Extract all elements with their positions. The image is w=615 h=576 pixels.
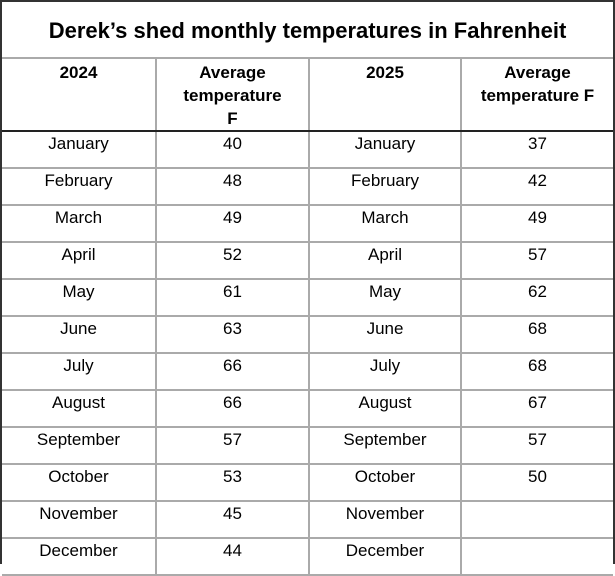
header-row: 2024 Average temperature F 2025 Average … xyxy=(2,59,613,132)
month-2024: December xyxy=(2,538,157,576)
temp-2025: 42 xyxy=(460,168,613,206)
temp-2024: 63 xyxy=(155,316,310,354)
month-2024: January xyxy=(2,131,157,169)
month-2025: July xyxy=(308,353,462,391)
table-row: December 44 December xyxy=(2,538,613,576)
month-2025: May xyxy=(308,279,462,317)
temp-2025: 67 xyxy=(460,390,613,428)
month-2025: November xyxy=(308,501,462,539)
table-row: April 52 April 57 xyxy=(2,242,613,280)
month-2025: August xyxy=(308,390,462,428)
temp-2024: 57 xyxy=(155,427,310,465)
temp-2025: 49 xyxy=(460,205,613,243)
table-row: January 40 January 37 xyxy=(2,131,613,169)
temp-2025: 57 xyxy=(460,427,613,465)
header-avg-2025: Average temperature F xyxy=(460,59,613,132)
temp-2024: 49 xyxy=(155,205,310,243)
table-row: July 66 July 68 xyxy=(2,353,613,391)
table-row: February 48 February 42 xyxy=(2,168,613,206)
temp-2025: 68 xyxy=(460,353,613,391)
month-2024: February xyxy=(2,168,157,206)
header-avg-2025-label: Average temperature F xyxy=(480,63,595,105)
temp-2025 xyxy=(460,538,613,576)
temp-2025: 62 xyxy=(460,279,613,317)
table-title: Derek’s shed monthly temperatures in Fah… xyxy=(2,2,613,59)
temp-2025: 37 xyxy=(460,131,613,169)
table-row: November 45 November xyxy=(2,501,613,539)
month-2024: July xyxy=(2,353,157,391)
month-2025: April xyxy=(308,242,462,280)
month-2024: August xyxy=(2,390,157,428)
temp-2024: 61 xyxy=(155,279,310,317)
table-row: June 63 June 68 xyxy=(2,316,613,354)
month-2024: September xyxy=(2,427,157,465)
month-2025: December xyxy=(308,538,462,576)
temp-2024: 66 xyxy=(155,353,310,391)
month-2024: April xyxy=(2,242,157,280)
month-2025: June xyxy=(308,316,462,354)
month-2025: March xyxy=(308,205,462,243)
temp-2025: 68 xyxy=(460,316,613,354)
header-2025: 2025 xyxy=(308,59,462,132)
table-row: May 61 May 62 xyxy=(2,279,613,317)
temp-2024: 53 xyxy=(155,464,310,502)
temp-2024: 40 xyxy=(155,131,310,169)
temp-2024: 48 xyxy=(155,168,310,206)
month-2024: November xyxy=(2,501,157,539)
temp-2024: 52 xyxy=(155,242,310,280)
month-2025: October xyxy=(308,464,462,502)
month-2024: October xyxy=(2,464,157,502)
header-avg-2024-label: Average temperature F xyxy=(183,63,282,128)
month-2024: March xyxy=(2,205,157,243)
temp-2024: 66 xyxy=(155,390,310,428)
temp-2024: 44 xyxy=(155,538,310,576)
header-avg-2024: Average temperature F xyxy=(155,59,310,132)
month-2025: January xyxy=(308,131,462,169)
month-2025: September xyxy=(308,427,462,465)
temp-2025 xyxy=(460,501,613,539)
table-row: August 66 August 67 xyxy=(2,390,613,428)
temperature-table: 2024 Average temperature F 2025 Average … xyxy=(2,59,613,576)
table-row: March 49 March 49 xyxy=(2,205,613,243)
temp-2024: 45 xyxy=(155,501,310,539)
temp-2025: 57 xyxy=(460,242,613,280)
table-row: September 57 September 57 xyxy=(2,427,613,465)
month-2024: June xyxy=(2,316,157,354)
month-2024: May xyxy=(2,279,157,317)
table-row: October 53 October 50 xyxy=(2,464,613,502)
temp-2025: 50 xyxy=(460,464,613,502)
header-2024: 2024 xyxy=(2,59,157,132)
month-2025: February xyxy=(308,168,462,206)
